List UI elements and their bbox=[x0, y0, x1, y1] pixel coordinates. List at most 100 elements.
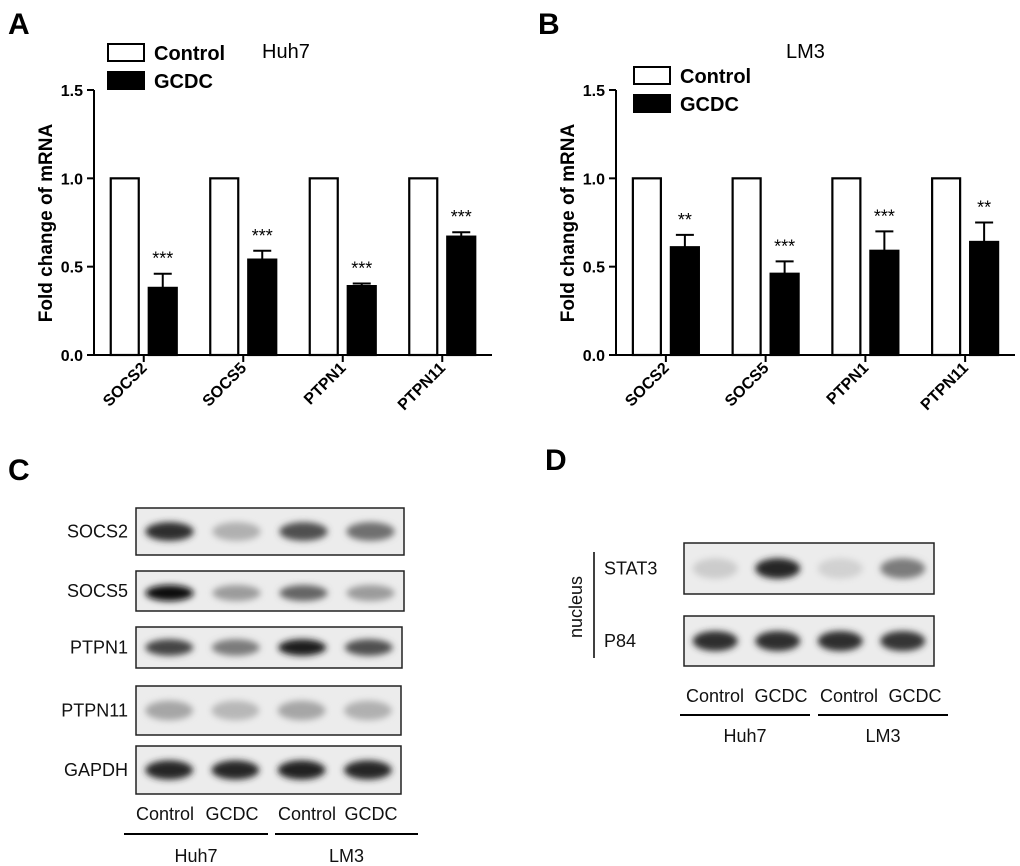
blot-c-band bbox=[212, 522, 261, 541]
chart-1-bar-gcdc bbox=[769, 272, 800, 357]
blot-c-protein-label: PTPN11 bbox=[61, 701, 128, 721]
chart-1-legend-label-control: Control bbox=[680, 66, 751, 88]
chart-1-category-label: PTPN11 bbox=[918, 360, 972, 414]
blot-c-protein-label: GAPDH bbox=[64, 760, 128, 780]
blot-d-lane-label: GCDC bbox=[889, 686, 942, 706]
chart-0-y-tick-label: 0.0 bbox=[61, 348, 83, 365]
blot-c-protein-label: PTPN1 bbox=[70, 638, 128, 658]
chart-1-legend-swatch-gcdc bbox=[633, 94, 671, 113]
chart-0-y-tick-label: 0.5 bbox=[61, 260, 83, 277]
chart-0-significance: *** bbox=[252, 226, 273, 246]
panel-letter-c: C bbox=[8, 454, 30, 487]
blot-d-lane-label: Control bbox=[686, 686, 744, 706]
chart-b-lm3: LM3 Fold change of mRNA 0.0 0.5 1.0 1.5 SOCS… bbox=[558, 41, 1015, 414]
chart-0-significance: *** bbox=[351, 258, 372, 278]
blot-c-lane-label: Control bbox=[278, 804, 336, 824]
blot-d-band bbox=[880, 631, 926, 651]
chart-1-bar-control bbox=[931, 177, 962, 357]
blot-d-band bbox=[755, 558, 801, 579]
blot-c-band bbox=[346, 522, 395, 541]
chart-0-bar-gcdc bbox=[346, 285, 377, 357]
chart-0-bar-control bbox=[109, 177, 140, 357]
chart-0-legend-swatch-control bbox=[107, 43, 145, 62]
panel-letter-d: D bbox=[545, 444, 567, 477]
blot-c-band bbox=[145, 585, 194, 601]
blot-c-band bbox=[279, 522, 328, 541]
chart-0-bar-control bbox=[408, 177, 439, 357]
blot-d-band bbox=[692, 558, 738, 579]
blot-d-band bbox=[755, 631, 801, 651]
blot-d-side-label: nucleus bbox=[566, 576, 586, 638]
chart-1-significance: ** bbox=[678, 210, 692, 230]
blot-c-band bbox=[344, 639, 393, 656]
blot-d-group-label: LM3 bbox=[865, 726, 900, 746]
chart-a-huh7: Huh7 Fold change of mRNA 0.0 0.5 1.0 1.5 SOC… bbox=[36, 41, 492, 414]
blot-c-band bbox=[211, 700, 260, 721]
blot-c-band bbox=[145, 522, 194, 541]
blot-c-lane-label: Control bbox=[136, 804, 194, 824]
chart-0-category-label: SOCS5 bbox=[200, 360, 250, 410]
blot-c-lane-label: GCDC bbox=[206, 804, 259, 824]
chart-0-bar-control bbox=[308, 177, 339, 357]
chart-0-category-label: PTPN1 bbox=[301, 360, 350, 409]
chart-1-category-label: PTPN1 bbox=[824, 360, 873, 409]
blot-c-protein-label: SOCS5 bbox=[67, 581, 128, 601]
blot-d-lane-label: GCDC bbox=[755, 686, 808, 706]
blot-c-group-label: Huh7 bbox=[174, 846, 217, 866]
chart-0-significance: *** bbox=[152, 249, 173, 269]
western-blot-c: SOCS2 SOCS5 PTPN1 PTPN11 GAPDH Control GCDC Con… bbox=[61, 507, 418, 866]
chart-1-bar-gcdc bbox=[869, 249, 900, 357]
chart-1-bar-control bbox=[631, 177, 662, 357]
chart-1-y-tick-label: 1.5 bbox=[583, 83, 605, 100]
chart-b-y-axis-title: Fold change of mRNA bbox=[558, 124, 579, 323]
chart-1-bar-gcdc bbox=[969, 240, 1000, 357]
blot-d-protein-label: STAT3 bbox=[604, 559, 657, 579]
chart-0-category-label: PTPN11 bbox=[395, 360, 449, 414]
blot-c-band bbox=[277, 760, 326, 780]
chart-1-significance: ** bbox=[977, 198, 991, 218]
blot-d-band bbox=[692, 631, 738, 651]
chart-1-significance: *** bbox=[874, 206, 895, 226]
panel-letter-b: B bbox=[538, 8, 560, 41]
chart-0-legend-label-control: Control bbox=[154, 43, 225, 65]
chart-0-y-tick-label: 1.5 bbox=[61, 83, 83, 100]
chart-1-bar-gcdc bbox=[669, 246, 700, 357]
blot-c-band bbox=[346, 585, 395, 601]
chart-0-bar-control bbox=[209, 177, 240, 357]
chart-1-y-tick-label: 0.0 bbox=[583, 348, 605, 365]
blot-c-band bbox=[278, 639, 327, 656]
chart-0-legend-label-gcdc: GCDC bbox=[154, 71, 213, 93]
blot-c-band bbox=[344, 700, 392, 721]
blot-d-group-label: Huh7 bbox=[723, 726, 766, 746]
chart-1-category-label: SOCS5 bbox=[722, 360, 772, 410]
chart-1-legend-swatch-control bbox=[633, 66, 671, 85]
chart-1-significance: *** bbox=[774, 236, 795, 256]
blot-c-protein-label: SOCS2 bbox=[67, 522, 128, 542]
blot-c-band bbox=[145, 700, 193, 721]
chart-1-category-label: SOCS2 bbox=[622, 360, 672, 410]
chart-1-bar-control bbox=[731, 177, 762, 357]
blot-d-protein-label: P84 bbox=[604, 631, 636, 651]
blot-d-band bbox=[880, 558, 926, 579]
chart-0-bar-gcdc bbox=[247, 258, 278, 357]
chart-a-y-axis-title: Fold change of mRNA bbox=[36, 124, 57, 323]
blot-d-lane-label: Control bbox=[820, 686, 878, 706]
blot-d-band bbox=[817, 558, 863, 579]
blot-c-band bbox=[145, 760, 193, 780]
chart-0-legend-swatch-gcdc bbox=[107, 71, 145, 90]
chart-b-cell-label: LM3 bbox=[786, 41, 825, 63]
panel-letter-a: A bbox=[8, 8, 30, 41]
chart-a-cell-label: Huh7 bbox=[262, 41, 310, 63]
chart-0-category-label: SOCS2 bbox=[100, 360, 150, 410]
chart-0-y-tick-label: 1.0 bbox=[61, 171, 83, 188]
blot-c-band bbox=[344, 760, 392, 780]
chart-0-significance: *** bbox=[451, 207, 472, 227]
chart-1-bar-control bbox=[831, 177, 862, 357]
chart-0-bar-gcdc bbox=[147, 286, 178, 357]
blot-c-group-label: LM3 bbox=[329, 846, 364, 866]
blot-c-band bbox=[211, 639, 260, 656]
blot-c-band bbox=[211, 760, 260, 780]
chart-1-y-tick-label: 0.5 bbox=[583, 260, 605, 277]
blot-c-band bbox=[212, 585, 261, 601]
